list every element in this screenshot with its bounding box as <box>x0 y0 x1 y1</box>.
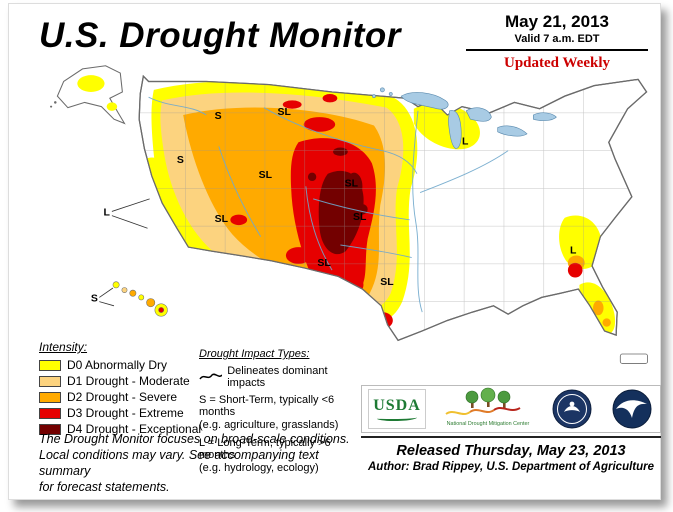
disclaimer-text: The Drought Monitor focuses on broad-sca… <box>39 431 354 495</box>
great-lakes <box>372 87 557 149</box>
map-impact-label-sl: SL <box>380 277 394 288</box>
d3-color-swatch <box>39 407 61 419</box>
map-impact-label-s: S <box>215 111 222 122</box>
inset-pointer-lines <box>99 198 150 307</box>
impact-types-heading: Drought Impact Types: <box>199 348 310 360</box>
map-impact-label-l: L <box>462 136 469 147</box>
disclaimer-line-2: Local conditions may vary. See accompany… <box>39 448 319 478</box>
legend-item-d3: D3 Drought - Extreme <box>39 406 201 420</box>
long-term-examples: (e.g. hydrology, ecology) <box>199 462 319 474</box>
disclaimer-line-1: The Drought Monitor focuses on broad-sca… <box>39 432 350 446</box>
report-date: May 21, 2013 <box>505 12 609 31</box>
legend-item-d4: D4 Drought - Exceptional <box>39 422 201 436</box>
date-block: May 21, 2013 Valid 7 a.m. EDT Updated We… <box>466 12 648 72</box>
map-impact-label-sl: SL <box>259 170 273 181</box>
release-footer: Released Thursday, May 23, 2013 Author: … <box>361 436 661 473</box>
delineates-row: Delineates dominant impacts <box>199 365 364 389</box>
released-date: Released Thursday, May 23, 2013 <box>396 443 626 459</box>
rivers <box>148 96 509 313</box>
short-term-examples: (e.g. agriculture, grasslands) <box>199 419 339 431</box>
valid-time: Valid 7 a.m. EDT <box>514 33 600 45</box>
usda-logo-text: USDA <box>373 397 421 414</box>
map-impact-label-sl: SL <box>353 212 367 223</box>
alaska-inset <box>50 65 126 125</box>
d0-label: D0 Abnormally Dry <box>67 358 168 372</box>
ndmc-trees-icon <box>465 387 511 408</box>
usda-logo: USDA <box>368 389 426 429</box>
d1-color-swatch <box>39 375 61 387</box>
conus-outline-stroke <box>138 74 648 342</box>
map-impact-label-sl: SL <box>278 107 292 118</box>
long-term-label: L = Long-Term, typically >6 months <box>199 437 331 461</box>
ndmc-logo-text: National Drought Mitigation Center <box>447 421 530 427</box>
drought-monitor-report: U.S. Drought Monitor May 21, 2013 Valid … <box>8 3 661 500</box>
page-title: U.S. Drought Monitor <box>39 16 401 55</box>
map-impact-label-s: S <box>91 294 98 305</box>
updated-weekly-note: Updated Weekly <box>504 55 610 71</box>
map-impact-label-l: L <box>570 245 577 256</box>
ndmc-logo: National Drought Mitigation Center <box>445 387 530 427</box>
date-divider <box>466 49 648 51</box>
map-impact-label-sl: SL <box>317 258 331 269</box>
intensity-legend: Intensity: D0 Abnormally Dry D1 Drought … <box>39 340 201 438</box>
legend-item-d0: D0 Abnormally Dry <box>39 358 201 372</box>
legend-heading: Intensity: <box>39 340 88 354</box>
map-impact-label-sl: SL <box>345 178 359 189</box>
d4-label: D4 Drought - Exceptional <box>67 422 202 436</box>
ndmc-squiggle-icon <box>445 407 521 415</box>
map-impact-label-l: L <box>104 208 111 219</box>
delineates-label: Delineates dominant impacts <box>227 365 328 389</box>
map-impact-labels: S SL S SL SL SL SL SL SL L L L S <box>91 107 577 305</box>
d0-color-swatch <box>39 359 61 371</box>
agency-logos: USDA National Drought Mitigation Center <box>361 385 661 433</box>
drought-map-svg: S SL S SL SL SL SL SL SL L L L S <box>50 65 648 364</box>
usda-swoosh-icon <box>377 415 417 421</box>
d4-region-layer <box>307 147 368 297</box>
disclaimer-line-3: for forecast statements. <box>39 480 170 494</box>
d4-color-swatch <box>39 423 61 435</box>
d3-label: D3 Drought - Extreme <box>67 406 184 420</box>
released-author: Author: Brad Rippey, U.S. Department of … <box>367 461 655 473</box>
d2-label: D2 Drought - Severe <box>67 390 178 404</box>
map-impact-label-s: S <box>177 155 184 166</box>
puerto-rico-inset <box>619 353 648 364</box>
short-term-label: S = Short-Term, typically <6 months <box>199 394 335 418</box>
d2-color-swatch <box>39 391 61 403</box>
legend-item-d1: D1 Drought - Moderate <box>39 374 201 388</box>
us-drought-map: S SL S SL SL SL SL SL SL L L L S <box>49 50 657 375</box>
legend-item-d2: D2 Drought - Severe <box>39 390 201 404</box>
impact-types-block: Drought Impact Types: Delineates dominan… <box>199 348 364 480</box>
commerce-seal-icon <box>552 389 592 429</box>
d1-label: D1 Drought - Moderate <box>67 374 190 388</box>
delineation-squiggle-icon <box>199 373 223 380</box>
map-impact-label-sl: SL <box>215 214 229 225</box>
noaa-icon <box>612 389 652 429</box>
hawaii-inset <box>112 281 168 317</box>
